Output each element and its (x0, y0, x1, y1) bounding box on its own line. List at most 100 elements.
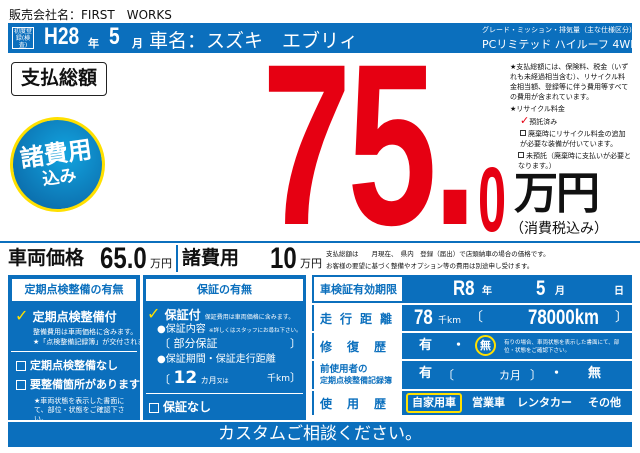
total-label: 支払総額 (11, 62, 107, 96)
usage-other[interactable]: その他 (588, 396, 621, 409)
mileage-exact: 78000km (528, 306, 599, 329)
check-icon: ✓ (520, 114, 530, 127)
total-price-main: 75. (262, 16, 477, 273)
inspection-title: 定期点検整備の有無 (12, 279, 136, 301)
recycle-extra: 廃棄時にリサイクル料金の追加が必要な装備が付いています。 (520, 129, 632, 149)
bracket: 〔 (470, 310, 484, 325)
separator-dot: ・ (452, 338, 466, 353)
repair-no-selected[interactable]: 無 (475, 335, 496, 356)
maintenance-record-row: 前使用者の 定期点検整備記録簿 有 〔 カ月 〕 ・ 無 (312, 359, 632, 389)
separator-dot: ・ (550, 366, 564, 381)
checkbox-icon (16, 361, 26, 371)
inspection-expiry-label: 車検証有効期限 (314, 277, 402, 301)
repair-history-row: 修復歴 有 ・ 無 有りの場合、車両状態を表示した書面にて、部位・状態をご確認下… (312, 331, 632, 359)
inspection-needs-label: 要整備箇所があります (30, 378, 140, 391)
inspection-day-unit: 日 (614, 286, 624, 297)
usage-history-row: 使用歴 自家用車 営業車 レンタカー その他 (312, 389, 632, 417)
price-note-1: 支払総額は 月現在、 県内 登録（届出）で店頭納車の場合の価格です。 (326, 250, 550, 258)
inspection-expiry-row: 車検証有効期限 R8 年 5 月 日 (312, 275, 632, 303)
inspection-month-unit: 月 (555, 286, 565, 297)
car-name: 車名：スズキ エブリィ (149, 30, 359, 52)
total-price-unit: 万円 (514, 168, 600, 219)
inspection-with-option[interactable]: ✓ 定期点検整備付 (15, 306, 117, 327)
mileage-value: 78 (414, 306, 433, 329)
record-yes[interactable]: 有 (419, 366, 433, 381)
maintenance-record-label: 前使用者の 定期点検整備記録簿 (314, 361, 402, 389)
warranty-with-option[interactable]: ✓ 保証付 保証費用は車両価格に含みます。 (147, 304, 294, 327)
bracket: 〕 (530, 368, 543, 382)
grade-label: グレード・ミッション・排気量（主な仕様区分） (482, 26, 636, 34)
vehicle-price-label: 車両価格 (8, 247, 85, 269)
inspection-without-label: 定期点検整備なし (30, 359, 118, 372)
month-unit: 月 (132, 37, 143, 50)
warranty-content-note: ※詳しくはスタッフにお尋ね下さい。 (208, 328, 302, 334)
fees-unit: 万円 (300, 257, 322, 270)
bracket: 〔 (442, 368, 455, 382)
total-note: ★支払総額には、保険料、税金（いずれも未経過相当含む）、リサイクル料金相当額、登… (510, 63, 629, 101)
inspection-needs-note: ★車両状態を表示した書面にて、部位・状態をご確認下さい。 (34, 397, 125, 423)
check-icon: ✓ (15, 306, 29, 325)
year-unit: 年 (88, 37, 99, 50)
warranty-title: 保証の有無 (146, 279, 303, 301)
vehicle-price-value: 65.0 (100, 242, 147, 275)
warranty-without-label: 保証なし (163, 400, 212, 414)
recycle-title: ★リサイクル料金 (510, 105, 565, 113)
price-note-2: お客様の要望に基づく整備やオプション等の費用は別途申し受けます。 (326, 262, 534, 270)
mileage-label: 走行距離 (314, 305, 402, 331)
warranty-without-option[interactable]: 保証なし (149, 399, 211, 415)
divider (0, 241, 640, 243)
seller-name: 販売会社名：FIRST WORKS (9, 8, 172, 22)
header-bar: 初度登録(検査) H28 年 5 月 車名：スズキ エブリィ グレード・ミッショ… (8, 23, 639, 53)
inspection-without-option[interactable]: 定期点検整備なし (16, 358, 118, 374)
warranty-or: 又は (216, 378, 229, 385)
record-label-line2: 定期点検整備記録簿 (320, 376, 392, 385)
warranty-content-title: ●保証内容 (157, 324, 206, 335)
checkbox-icon (16, 380, 26, 390)
warranty-panel: 保証の有無 ✓ 保証付 保証費用は車両価格に含みます。 ●保証内容 ※詳しくはス… (143, 275, 306, 421)
usage-private-selected[interactable]: 自家用車 (406, 393, 462, 413)
inspection-with-label: 定期点検整備付 (32, 310, 117, 324)
footer-banner: カスタムご相談ください。 (8, 420, 632, 447)
warranty-months: 12 (173, 368, 198, 388)
record-months-unit: カ月 (499, 369, 521, 382)
inspection-with-note2: ★「点検整備記録簿」が交付されます。 (33, 338, 158, 346)
recycle-paid-label: 預託済み (529, 118, 558, 126)
recycle-paid: ✓預託済み (520, 114, 557, 129)
checkbox-icon (520, 130, 526, 136)
month-value: 5 (109, 23, 120, 50)
inspection-year-unit: 年 (482, 286, 492, 297)
specs-panel: 車検証有効期限 R8 年 5 月 日 走行距離 78 千km 〔 78000km… (312, 275, 632, 415)
inspection-needs-option[interactable]: 要整備箇所があります (16, 377, 140, 393)
divider (146, 393, 303, 394)
warranty-with-note: 保証費用は車両価格に含みます。 (204, 314, 295, 321)
warranty-months-unit: カ月 (200, 376, 217, 385)
mileage-unit: 千km (438, 316, 461, 326)
divider (11, 351, 137, 352)
checkbox-icon (149, 402, 159, 413)
repair-note: 有りの場合、車両状態を表示した書面にて、部位・状態をご確認下さい。 (504, 340, 620, 354)
warranty-content: 部分保証 (173, 337, 218, 350)
tax-included: （消費税込み） (510, 221, 608, 237)
repair-history-label: 修復歴 (314, 333, 402, 359)
recycle-extra-label: 廃棄時にリサイクル料金の追加が必要な装備が付いています。 (520, 130, 626, 148)
record-no[interactable]: 無 (588, 366, 602, 381)
year-value: H28 (44, 23, 80, 50)
fees-included-badge: 諸費用 込み (3, 110, 112, 219)
recycle-unpaid-label: 未預託（廃棄時に支払いが必要となります。） (518, 152, 631, 170)
repair-yes[interactable]: 有 (419, 338, 433, 353)
inspection-with-note1: 整備費用は車両価格に含みます。 (33, 328, 138, 336)
usage-rental[interactable]: レンタカー (517, 396, 572, 409)
grade-value: PCリミテッド ハイルーフ 4WD (482, 38, 639, 51)
warranty-content-value: 〔 部分保証〕 (159, 337, 301, 350)
warranty-content-label: ●保証内容 ※詳しくはスタッフにお尋ね下さい。 (157, 323, 302, 338)
mileage-row: 走行距離 78 千km 〔 78000km 〕 (312, 303, 632, 331)
total-price-decimal: 0 (478, 149, 507, 251)
fees-label: 諸費用 (182, 247, 240, 269)
inspection-panel: 定期点検整備の有無 ✓ 定期点検整備付 整備費用は車両価格に含みます。 ★「点検… (8, 275, 158, 423)
checkbox-icon (518, 152, 524, 158)
first-registration-tag: 初度登録(検査) (12, 27, 34, 49)
usage-commercial[interactable]: 営業車 (472, 396, 505, 409)
fees-value: 10 (270, 242, 297, 275)
bracket: 〕 (615, 310, 629, 325)
warranty-km-unit: 千km (267, 374, 290, 384)
